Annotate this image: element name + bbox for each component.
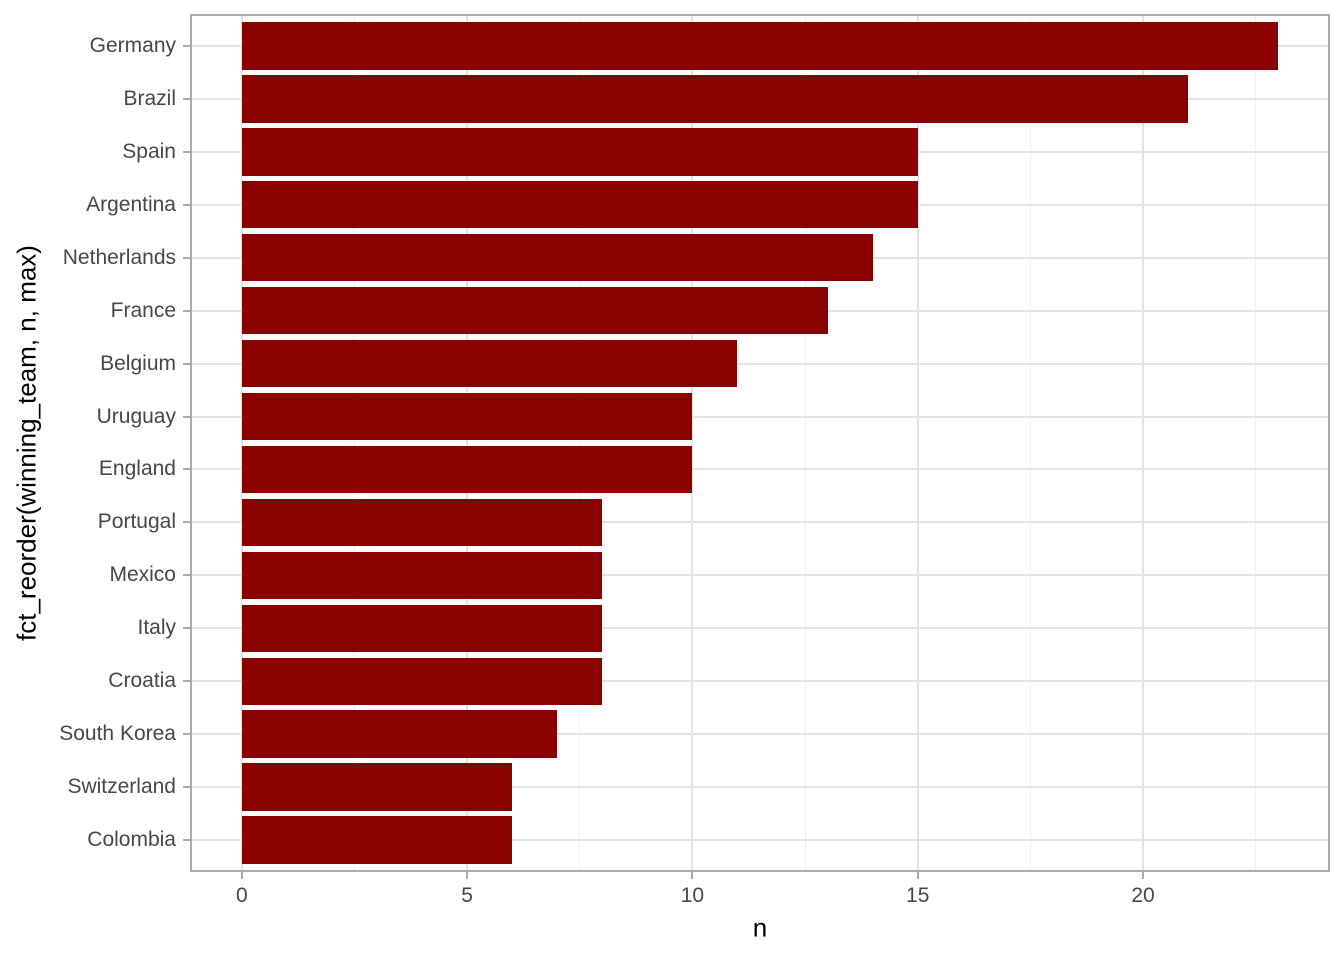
- bar-switzerland: [241, 763, 513, 812]
- y-tick-netherlands: [183, 256, 190, 259]
- y-tick-south-korea: [183, 733, 190, 736]
- major-gridline-x-20: [1142, 14, 1144, 872]
- minor-gridline-x-12.5: [804, 14, 806, 872]
- major-gridline-x-15: [916, 14, 919, 872]
- major-gridline-y-south-korea: [190, 733, 1330, 736]
- x-tick-label-10: 10: [680, 884, 705, 907]
- x-tick-label-15: 15: [906, 884, 930, 907]
- y-tick-label-portugal: Portugal: [97, 510, 176, 534]
- y-tick-label-france: France: [110, 298, 176, 322]
- minor-gridline-x-22.5: [1255, 14, 1257, 872]
- bar-portugal: [241, 498, 603, 547]
- y-tick-brazil: [183, 97, 190, 100]
- bar-brazil: [241, 74, 1189, 123]
- bar-netherlands: [241, 233, 873, 282]
- y-tick-germany: [183, 44, 190, 47]
- major-gridline-y-belgium: [190, 362, 1330, 365]
- x-tick-label-0: 0: [235, 884, 248, 907]
- y-tick-label-south-korea: South Korea: [59, 722, 176, 746]
- bar-uruguay: [241, 392, 693, 441]
- y-tick-portugal: [183, 521, 190, 524]
- major-gridline-y-england: [190, 468, 1330, 471]
- y-tick-label-colombia: Colombia: [87, 828, 176, 852]
- bar-colombia: [241, 816, 513, 865]
- y-tick-italy: [183, 627, 190, 630]
- y-tick-switzerland: [183, 786, 190, 789]
- y-tick-label-netherlands: Netherlands: [62, 245, 176, 269]
- y-tick-label-uruguay: Uruguay: [96, 404, 176, 428]
- plot-panel: [190, 14, 1330, 872]
- y-tick-france: [183, 309, 190, 312]
- y-tick-spain: [183, 150, 190, 153]
- y-tick-label-germany: Germany: [89, 33, 176, 57]
- y-tick-argentina: [183, 203, 190, 206]
- x-tick-5: [466, 872, 469, 879]
- y-tick-label-croatia: Croatia: [108, 669, 176, 693]
- major-gridline-y-switzerland: [190, 786, 1330, 789]
- y-tick-croatia: [183, 680, 190, 683]
- y-tick-england: [183, 468, 190, 471]
- minor-gridline-x-7.5: [579, 14, 581, 872]
- major-gridline-x-0: [240, 14, 243, 872]
- x-tick-0: [240, 872, 243, 879]
- minor-gridline-x-2.5: [353, 14, 355, 872]
- major-gridline-y-italy: [190, 627, 1330, 630]
- major-gridline-y-colombia: [190, 839, 1330, 842]
- x-axis-title: n: [752, 912, 768, 943]
- bar-argentina: [241, 180, 918, 229]
- bar-england: [241, 445, 693, 494]
- y-tick-label-argentina: Argentina: [86, 192, 176, 216]
- y-tick-label-switzerland: Switzerland: [67, 775, 176, 799]
- bar-belgium: [241, 339, 738, 388]
- y-tick-label-mexico: Mexico: [109, 563, 176, 587]
- major-gridline-x-5: [466, 14, 469, 872]
- y-tick-label-spain: Spain: [122, 139, 176, 163]
- bar-italy: [241, 604, 603, 653]
- y-tick-uruguay: [183, 415, 190, 418]
- y-tick-belgium: [183, 362, 190, 365]
- bar-mexico: [241, 551, 603, 600]
- bar-croatia: [241, 657, 603, 706]
- major-gridline-y-croatia: [190, 680, 1330, 683]
- x-tick-15: [916, 872, 919, 879]
- minor-gridline-x-17.5: [1029, 14, 1031, 872]
- y-tick-label-italy: Italy: [137, 616, 176, 640]
- bar-spain: [241, 127, 918, 176]
- x-tick-label-5: 5: [461, 884, 473, 907]
- x-tick-20: [1142, 872, 1144, 879]
- bar-france: [241, 286, 828, 335]
- y-tick-label-brazil: Brazil: [123, 86, 176, 110]
- major-gridline-x-10: [691, 14, 694, 872]
- y-tick-label-england: England: [98, 457, 176, 481]
- major-gridline-y-portugal: [190, 521, 1330, 524]
- bar-germany: [241, 21, 1279, 70]
- bar-south-korea: [241, 710, 558, 759]
- major-gridline-y-uruguay: [190, 415, 1330, 418]
- y-tick-colombia: [183, 839, 190, 842]
- major-gridline-y-mexico: [190, 574, 1330, 577]
- x-tick-10: [691, 872, 694, 879]
- y-tick-label-belgium: Belgium: [100, 351, 176, 375]
- x-tick-label-20: 20: [1131, 884, 1155, 907]
- y-tick-mexico: [183, 574, 190, 577]
